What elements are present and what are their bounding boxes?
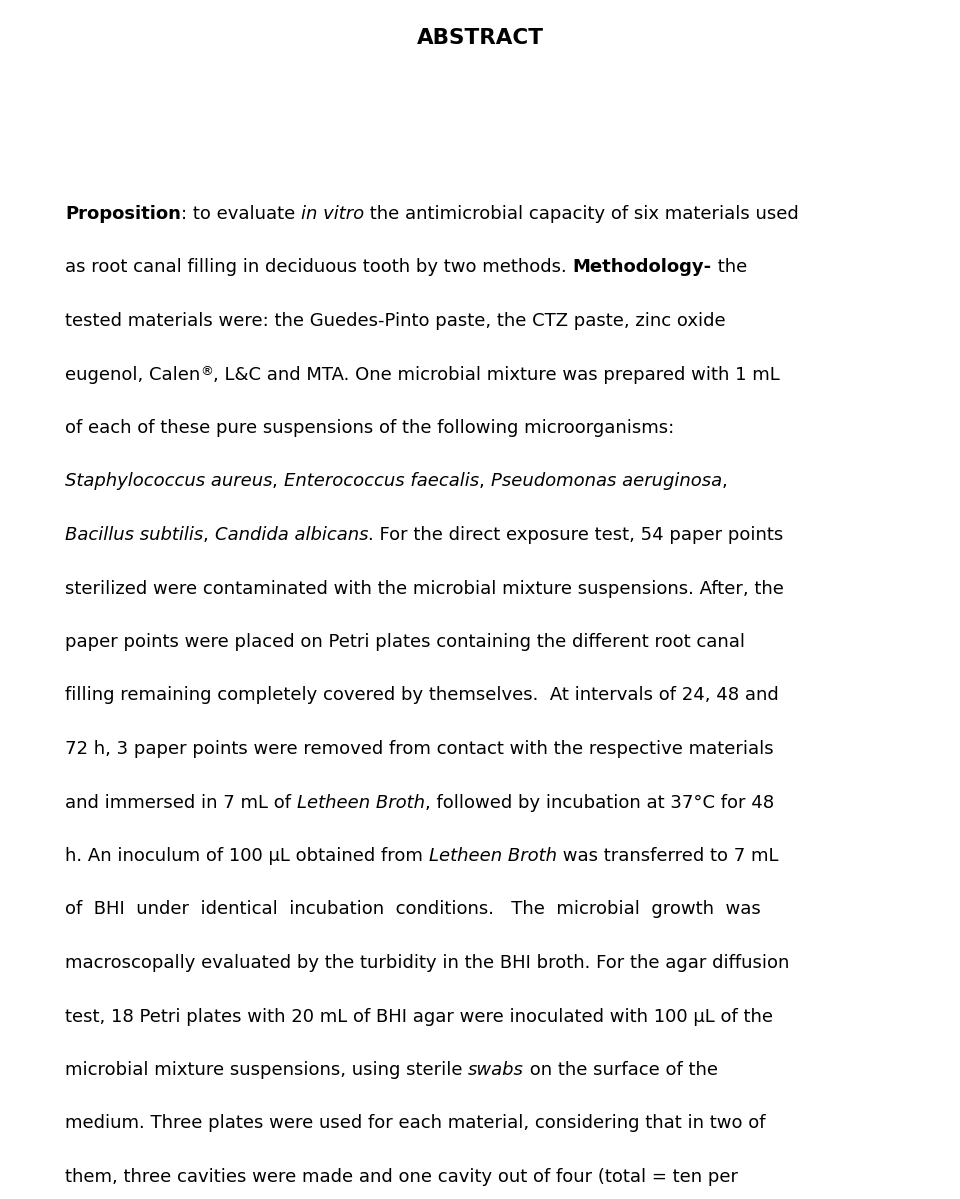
Text: macroscopally evaluated by the turbidity in the BHI broth. For the agar diffusio: macroscopally evaluated by the turbidity… [65, 954, 789, 972]
Text: Candida albicans: Candida albicans [215, 526, 369, 544]
Text: in vitro: in vitro [300, 205, 364, 223]
Text: them, three cavities were made and one cavity out of four (total = ten per: them, three cavities were made and one c… [65, 1168, 738, 1186]
Text: : to evaluate: : to evaluate [180, 205, 300, 223]
Text: paper points were placed on Petri plates containing the different root canal: paper points were placed on Petri plates… [65, 633, 745, 651]
Text: on the surface of the: on the surface of the [524, 1061, 718, 1079]
Text: 72 h, 3 paper points were removed from contact with the respective materials: 72 h, 3 paper points were removed from c… [65, 740, 774, 758]
Text: Bacillus subtilis: Bacillus subtilis [65, 526, 204, 544]
Text: as root canal filling in deciduous tooth by two methods.: as root canal filling in deciduous tooth… [65, 259, 572, 277]
Text: Methodology-: Methodology- [572, 259, 711, 277]
Text: eugenol, Calen: eugenol, Calen [65, 366, 201, 384]
Text: of  BHI  under  identical  incubation  conditions.   The  microbial  growth  was: of BHI under identical incubation condit… [65, 900, 760, 918]
Text: of each of these pure suspensions of the following microorganisms:: of each of these pure suspensions of the… [65, 418, 674, 436]
Text: , L&C and MTA. One microbial mixture was prepared with 1 mL: , L&C and MTA. One microbial mixture was… [213, 366, 780, 384]
Text: tested materials were: the Guedes-Pinto paste, the CTZ paste, zinc oxide: tested materials were: the Guedes-Pinto … [65, 312, 726, 330]
Text: and immersed in 7 mL of: and immersed in 7 mL of [65, 794, 297, 812]
Text: was transferred to 7 mL: was transferred to 7 mL [557, 846, 779, 864]
Text: Pseudomonas aeruginosa: Pseudomonas aeruginosa [491, 472, 722, 490]
Text: microbial mixture suspensions, using sterile: microbial mixture suspensions, using ste… [65, 1061, 468, 1079]
Text: swabs: swabs [468, 1061, 524, 1079]
Text: h. An inoculum of 100 μL obtained from: h. An inoculum of 100 μL obtained from [65, 846, 428, 864]
Text: . For the direct exposure test, 54 paper points: . For the direct exposure test, 54 paper… [369, 526, 783, 544]
Text: filling remaining completely covered by themselves.  At intervals of 24, 48 and: filling remaining completely covered by … [65, 687, 779, 705]
Text: Enterococcus faecalis: Enterococcus faecalis [284, 472, 479, 490]
Text: test, 18 Petri plates with 20 mL of BHI agar were inoculated with 100 μL of the: test, 18 Petri plates with 20 mL of BHI … [65, 1007, 773, 1025]
Text: Staphylococcus aureus: Staphylococcus aureus [65, 472, 273, 490]
Text: ,: , [479, 472, 491, 490]
Text: ABSTRACT: ABSTRACT [417, 28, 543, 48]
Text: Letheen Broth: Letheen Broth [428, 846, 557, 864]
Text: ®: ® [201, 366, 213, 379]
Text: ,: , [722, 472, 728, 490]
Text: , followed by incubation at 37°C for 48: , followed by incubation at 37°C for 48 [424, 794, 774, 812]
Text: ,: , [273, 472, 284, 490]
Text: medium. Three plates were used for each material, considering that in two of: medium. Three plates were used for each … [65, 1115, 765, 1133]
Text: Letheen Broth: Letheen Broth [297, 794, 424, 812]
Text: the: the [711, 259, 747, 277]
Text: Proposition: Proposition [65, 205, 180, 223]
Text: ,: , [204, 526, 215, 544]
Text: the antimicrobial capacity of six materials used: the antimicrobial capacity of six materi… [364, 205, 799, 223]
Text: sterilized were contaminated with the microbial mixture suspensions. After, the: sterilized were contaminated with the mi… [65, 579, 784, 597]
